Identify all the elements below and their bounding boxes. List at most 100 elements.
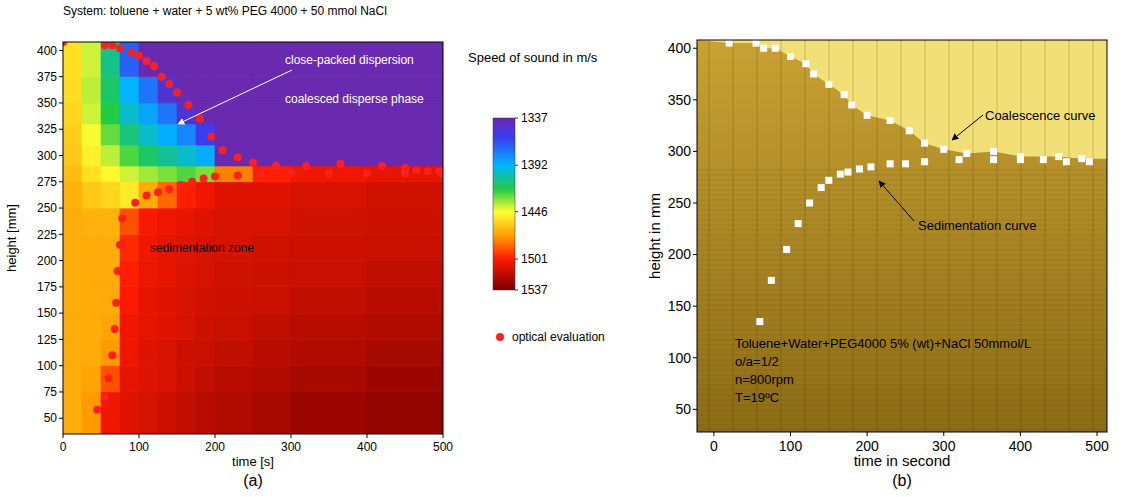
heat-cell [196,313,215,339]
heat-cell [63,182,82,208]
y-tick-label: 250 [668,195,692,211]
plot-area [697,40,1107,432]
photo-stripe [697,415,1107,416]
heat-cell [367,339,443,365]
data-point [112,299,120,307]
data-point [401,169,409,177]
heat-cell [63,313,82,339]
y-tick-label: 200 [668,246,692,262]
photo-stripe [697,230,1107,231]
heat-cell [196,366,215,392]
data-point [173,88,181,96]
photo-stripe [949,40,950,432]
heat-cell [139,124,158,145]
heat-cell [82,77,101,103]
y-tick-label: 275 [37,175,57,189]
y-tick-label: 175 [37,280,57,294]
heat-cell [63,261,82,287]
legend-label: optical evaluation [512,330,605,344]
x-tick-label: 400 [1009,438,1033,454]
data-point [825,81,832,88]
heat-cell [196,103,215,124]
data-point [990,148,997,155]
heat-cell [120,261,139,287]
annotation-arrow [879,181,914,221]
x-tick [713,432,714,436]
heat-cell [63,339,82,365]
photo-stripe [697,215,1107,216]
annotation: sedimentation zone [150,241,254,255]
colorbar-tick-label: 1337 [521,111,548,125]
heat-cell [82,145,101,166]
y-tick [59,50,63,51]
y-tick [693,409,697,410]
heat-cell [177,313,196,339]
photo-stripe [697,210,1107,211]
annotation: coalesced disperse phase [285,92,424,106]
heat-cell [177,124,196,145]
heat-cell [158,392,177,434]
x-tick [367,434,368,438]
heat-cell [291,182,367,208]
heat-cell [82,234,101,260]
y-tick-label: 375 [37,70,57,84]
y-tick [59,418,63,419]
photo-stripe [1045,40,1046,432]
heat-cell [63,234,82,260]
photo-stripe [697,310,1107,311]
heat-cell [367,182,443,208]
annotation: Sedimentation curve [918,218,1037,233]
heat-cell [253,145,291,166]
heat-cell [215,42,253,77]
data-point [841,91,848,98]
condition-text: n=800rpm [735,372,794,387]
y-tick-label: 300 [668,143,692,159]
heat-cell [101,339,120,365]
data-point [1086,158,1093,165]
data-point [257,170,265,178]
heat-cell [101,166,120,182]
heat-cell [215,339,253,365]
y-tick-label: 300 [37,149,57,163]
heat-cell [120,124,139,145]
plot-frame [697,40,1107,432]
heat-cell [63,392,82,434]
heat-cell [82,103,101,124]
heat-cell [82,287,101,313]
heat-cell [291,313,367,339]
heat-cell [101,77,120,103]
photo-stripe [697,225,1107,226]
heat-cell [82,366,101,392]
heat-cell [215,182,253,208]
colorbar-tick-label: 1392 [521,158,548,172]
photo-stripe [697,220,1107,221]
heat-cell [120,339,139,365]
data-point [818,184,825,191]
colorbar-tick-label: 1446 [521,205,548,219]
photo-stripe [697,265,1107,266]
data-point [302,162,310,170]
heat-cell [291,339,367,365]
colorbar-tick [515,165,518,166]
data-point [249,159,257,167]
y-tick [693,99,697,100]
heat-cell [291,103,367,124]
heat-cell [120,392,139,434]
x-tick-label: 200 [205,440,225,454]
heat-cell [139,366,158,392]
data-point [768,277,775,284]
heat-cell [253,366,291,392]
x-tick-label: 100 [129,440,149,454]
condition-text: o/a=1/2 [735,354,779,369]
photo-stripe [709,40,710,432]
heat-cell [367,366,443,392]
heat-cell [82,182,101,208]
heat-cell [215,208,253,234]
data-point [234,154,242,162]
panel: 010020030040050050100150200250300350400t… [646,40,1109,489]
x-axis-title: time [s] [232,454,274,469]
heat-cell [253,182,291,208]
heat-cell [291,287,367,313]
data-point [336,160,344,168]
heat-cell [139,392,158,434]
